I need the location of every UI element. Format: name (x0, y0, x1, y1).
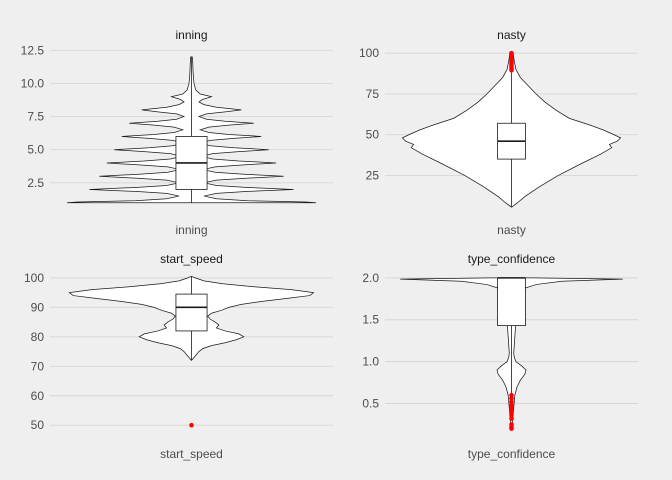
x-axis-label: inning (175, 223, 207, 237)
x-axis-label: start_speed (160, 447, 223, 461)
y-tick-label: 80 (31, 330, 45, 344)
y-tick-label: 100 (359, 46, 379, 60)
y-tick-label: 70 (31, 359, 45, 373)
outlier-point (509, 406, 514, 411)
y-tick-label: 2.0 (362, 271, 379, 285)
outlier-point (509, 399, 514, 405)
panel-inning: inning 2.5 5.0 7.5 10.0 12.5 inning (21, 28, 333, 237)
outlier-point (509, 50, 514, 56)
y-tick-label: 1.0 (362, 355, 379, 369)
y-tick-label: 60 (31, 389, 45, 403)
outlier-point (509, 392, 514, 398)
panel-type-confidence: type_confidence 0.5 1.0 1.5 2.0 type_confiden… (362, 252, 638, 461)
x-axis-label: type_confidence (468, 447, 556, 461)
box-iqr (497, 277, 526, 327)
y-tick-label: 10.0 (21, 76, 45, 90)
outlier-point (509, 416, 514, 421)
y-tick-label: 90 (31, 300, 45, 314)
box-iqr (175, 293, 208, 332)
y-tick-label: 1.5 (362, 313, 379, 327)
y-tick-label: 12.5 (21, 43, 45, 57)
panel-title: type_confidence (468, 252, 556, 266)
y-tick-label: 2.5 (27, 176, 44, 190)
panel-title: inning (175, 28, 207, 42)
outlier-point (189, 422, 194, 428)
panel-title: nasty (497, 28, 526, 42)
outlier-point (509, 396, 514, 401)
outlier-point (509, 402, 514, 408)
outlier-point (509, 409, 514, 415)
outlier-point (509, 422, 514, 427)
x-axis-label: nasty (497, 223, 526, 237)
y-tick-label: 25 (366, 168, 380, 182)
y-tick-label: 50 (31, 418, 45, 432)
y-tick-label: 75 (366, 87, 380, 101)
y-tick-label: 7.5 (27, 110, 44, 124)
y-tick-label: 50 (366, 128, 380, 142)
panel-nasty: nasty 25 50 75 100 nasty (359, 28, 638, 237)
y-tick-label: 100 (24, 271, 44, 285)
outlier-point (509, 412, 514, 418)
panel-start-speed: start_speed 50 60 70 80 90 100 start_speed (24, 252, 333, 461)
panel-title: start_speed (160, 252, 223, 266)
y-tick-label: 0.5 (362, 396, 379, 410)
y-tick-label: 5.0 (27, 143, 44, 157)
